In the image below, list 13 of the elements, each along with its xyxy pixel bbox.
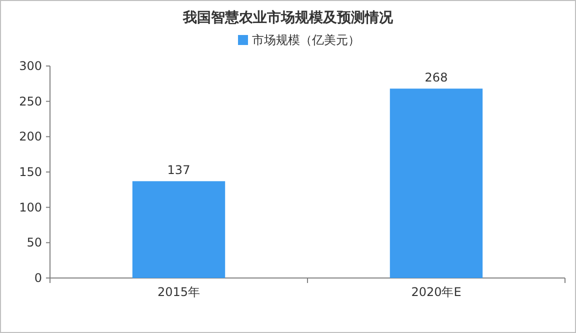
y-tick-label: 200 [19, 130, 42, 144]
y-tick-label: 300 [19, 59, 42, 73]
y-tick-label: 50 [26, 236, 42, 250]
data-label: 137 [167, 163, 190, 178]
x-tick-label: 2015年 [157, 285, 200, 299]
legend-label: 市场规模（亿美元） [252, 33, 360, 47]
y-tick-label: 100 [19, 200, 42, 214]
data-label: 268 [424, 70, 448, 85]
y-tick-label: 150 [19, 165, 42, 179]
x-tick-label: 2020年E [411, 285, 462, 299]
y-tick-label: 250 [19, 94, 42, 108]
y-tick-label: 0 [34, 271, 42, 285]
title: 我国智慧农业市场规模及预测情况 [183, 10, 393, 26]
